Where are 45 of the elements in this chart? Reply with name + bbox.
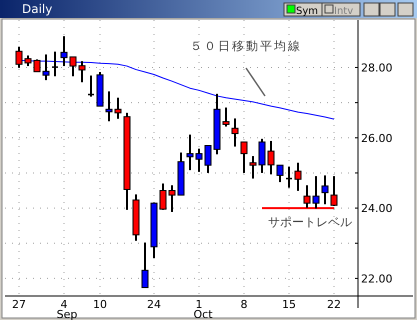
text: Intv [334, 6, 354, 17]
x-tick-label: 4 [60, 298, 68, 311]
y-tick-label: 26.00 [361, 132, 392, 145]
candlestick [268, 140, 274, 176]
x-tick-label: 10 [93, 298, 107, 311]
candlestick [16, 46, 22, 69]
x-tick-label: 27 [12, 298, 26, 311]
candlestick [204, 144, 212, 174]
candlestick [160, 182, 166, 211]
x-tick-label: 24 [147, 298, 161, 311]
candlestick [78, 60, 86, 84]
y-tick-label: 28.00 [361, 61, 392, 74]
text: Sep [56, 308, 78, 320]
candlestick [250, 155, 256, 180]
x-tick-label: 22 [327, 298, 341, 311]
candlestick [322, 174, 328, 206]
candlestick [168, 184, 176, 213]
candlestick [312, 175, 320, 210]
candlestick [186, 134, 194, 172]
candlestick [142, 242, 148, 289]
y-tick-label: 22.00 [361, 272, 392, 286]
candlestick [276, 164, 284, 184]
annotation: サポートレベル [268, 215, 352, 229]
x-tick-label: 8 [240, 298, 248, 311]
candlestick [285, 166, 293, 189]
candlestick [34, 58, 40, 73]
y-tick-label: 24.00 [361, 202, 392, 216]
candlestick [196, 148, 202, 173]
candlestick [114, 96, 122, 120]
candlestick [24, 54, 32, 68]
candlestick [70, 56, 76, 78]
text: Oct [193, 308, 214, 320]
x-tick-label: 1 [196, 298, 202, 311]
x-tick-label: 15 [282, 298, 296, 311]
candlestick [51, 50, 59, 78]
candlestick [294, 162, 302, 192]
candlestick [240, 141, 248, 174]
candlestick [106, 90, 112, 122]
candlestick [222, 106, 230, 128]
text: Sym [296, 6, 318, 17]
chart-title: Daily [22, 2, 52, 16]
candlestick [87, 74, 95, 98]
annotation: ５０日移動平均線 [190, 39, 302, 53]
candlestick [258, 138, 266, 174]
candlestick [232, 117, 238, 148]
